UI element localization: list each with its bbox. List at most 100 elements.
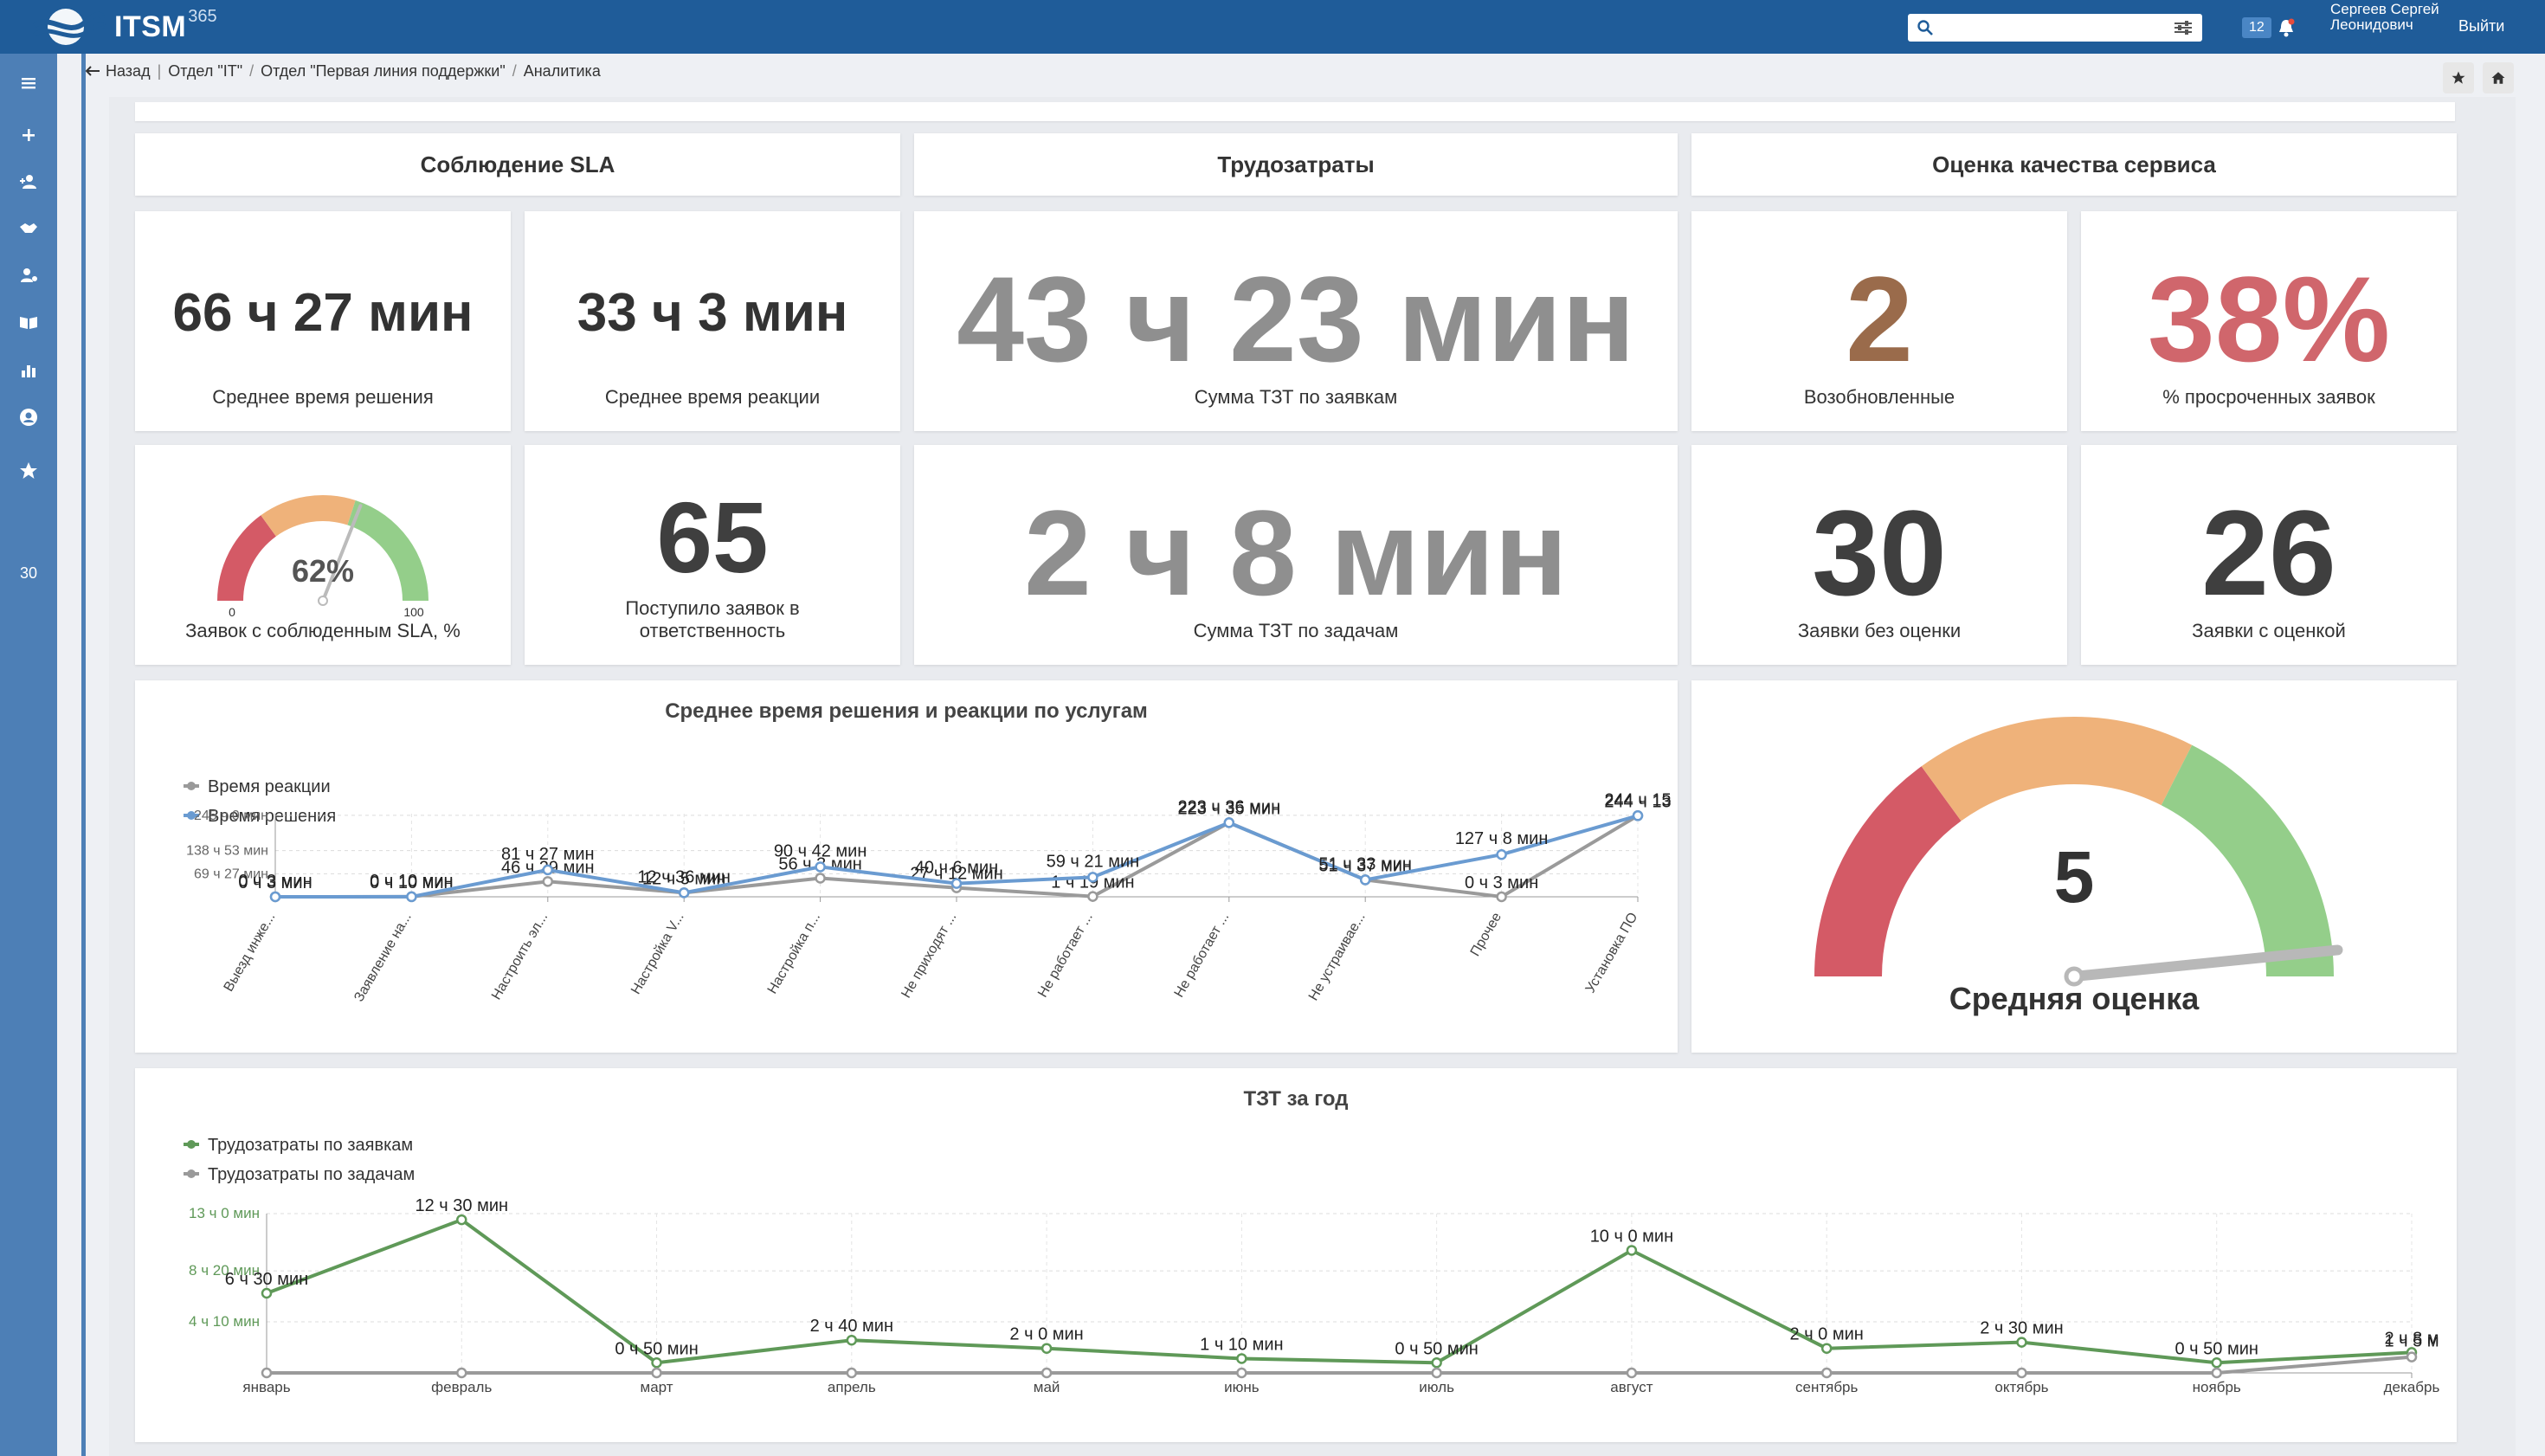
data-point[interactable] — [1626, 1245, 1638, 1256]
breadcrumb-item-it[interactable]: Отдел "IT" — [168, 61, 243, 80]
gauge-needle-pivot — [2064, 966, 2084, 987]
kpi-labor-tickets[interactable]: 43 ч 23 мин Сумма ТЗТ по заявкам — [914, 211, 1678, 431]
series-line — [266, 1217, 2413, 1365]
data-point[interactable] — [1820, 1367, 1833, 1379]
data-label: 0 ч 3 мин — [238, 873, 312, 892]
x-tick-label: июль — [1419, 1379, 1454, 1395]
data-label: 2 ч 30 мин — [1980, 1319, 2063, 1338]
legend-item[interactable]: Трудозатраты по задачам — [184, 1165, 415, 1184]
legend-item[interactable]: Время решения — [184, 807, 336, 826]
kpi-avg-reaction[interactable]: 33 ч 3 мин Среднее время реакции — [525, 211, 900, 431]
book-icon[interactable] — [18, 312, 39, 332]
chart-title: ТЗТ за год — [1243, 1087, 1349, 1111]
data-point[interactable] — [678, 887, 690, 899]
users-icon[interactable] — [18, 171, 39, 192]
data-point[interactable] — [1236, 1367, 1247, 1379]
app-logo[interactable]: ITSM 365 — [31, 7, 217, 47]
data-point[interactable] — [846, 1334, 858, 1346]
gauge-band-orange — [261, 495, 356, 537]
data-point[interactable] — [2211, 1367, 2222, 1379]
x-tick-label: август — [1610, 1379, 1653, 1395]
user-settings-icon[interactable] — [18, 265, 39, 286]
sidebar-count[interactable]: 30 — [19, 564, 38, 582]
data-point[interactable] — [1359, 874, 1371, 886]
data-point[interactable] — [1632, 810, 1644, 821]
gauge-value: 62% — [292, 553, 354, 589]
user-name[interactable]: Сергеев Сергей Леонидович — [2330, 1, 2439, 33]
data-point[interactable] — [2211, 1357, 2222, 1369]
kpi-sla-gauge[interactable]: 62% 0 100 Заявок с соблюденным SLA, % — [135, 445, 511, 665]
kpi-reopened[interactable]: 2 Возобновленные — [1691, 211, 2067, 431]
data-point[interactable] — [542, 876, 554, 887]
kpi-overdue[interactable]: 38% % просроченных заявок — [2081, 211, 2457, 431]
data-point[interactable] — [261, 1367, 273, 1379]
plus-icon[interactable] — [18, 125, 39, 145]
data-point[interactable] — [456, 1214, 467, 1226]
menu-icon[interactable] — [18, 73, 39, 93]
data-point[interactable] — [406, 891, 417, 903]
account-icon[interactable] — [18, 407, 39, 428]
kpi-labor-tasks[interactable]: 2 ч 8 мин Сумма ТЗТ по задачам — [914, 445, 1678, 665]
data-point[interactable] — [269, 891, 281, 903]
back-link[interactable]: Назад — [106, 61, 151, 80]
x-tick-label: ноябрь — [2193, 1379, 2241, 1395]
data-point[interactable] — [2016, 1337, 2027, 1348]
legend-marker — [187, 811, 196, 820]
handshake-icon[interactable] — [18, 218, 39, 239]
bell-icon[interactable] — [2277, 17, 2296, 38]
logo-text: ITSM — [114, 10, 187, 43]
data-point[interactable] — [846, 1367, 858, 1379]
data-point[interactable] — [1236, 1353, 1247, 1364]
data-point[interactable] — [651, 1367, 662, 1379]
data-point[interactable] — [1626, 1367, 1638, 1379]
kpi-label: Возобновленные — [1803, 386, 1955, 408]
data-point[interactable] — [815, 873, 826, 884]
notifications[interactable]: 12 — [2242, 16, 2296, 40]
x-tick-label: октябрь — [1994, 1379, 2048, 1395]
data-label: 59 ч 21 мин — [1047, 852, 1140, 871]
kpi-value: 26 — [2201, 485, 2336, 621]
legend-item[interactable]: Время реакции — [184, 777, 331, 796]
chart-icon[interactable] — [18, 360, 39, 381]
breadcrumb-item-support[interactable]: Отдел "Первая линия поддержки" — [261, 61, 506, 80]
global-search[interactable] — [1908, 14, 2202, 42]
data-point[interactable] — [815, 861, 826, 873]
data-point[interactable] — [2406, 1351, 2418, 1363]
kpi-incoming[interactable]: 65 Поступило заявок в ответственность — [525, 445, 900, 665]
data-label: 0 ч 10 мин — [370, 873, 453, 892]
legend-marker — [187, 782, 196, 790]
data-point[interactable] — [1431, 1357, 1442, 1369]
data-point[interactable] — [1087, 891, 1099, 902]
data-point[interactable] — [2016, 1367, 2027, 1379]
data-point[interactable] — [1041, 1343, 1053, 1354]
data-point[interactable] — [542, 864, 554, 876]
x-tick-label: Не устраивае... — [1306, 911, 1369, 1003]
chart-services-card: Среднее время решения и реакции по услуг… — [135, 680, 1678, 1053]
kpi-label: Среднее время решения — [212, 386, 434, 408]
home-button[interactable] — [2483, 62, 2514, 93]
data-point[interactable] — [1041, 1367, 1053, 1379]
star-icon[interactable] — [18, 461, 39, 481]
kpi-unrated[interactable]: 30 Заявки без оценки — [1691, 445, 2067, 665]
data-point[interactable] — [1496, 848, 1507, 860]
kpi-rated[interactable]: 26 Заявки с оценкой — [2081, 445, 2457, 665]
data-point[interactable] — [261, 1287, 273, 1299]
legend-item[interactable]: Трудозатраты по заявкам — [184, 1136, 413, 1155]
data-point[interactable] — [456, 1367, 467, 1379]
data-point[interactable] — [1820, 1343, 1833, 1354]
search-input[interactable] — [1941, 16, 2154, 40]
logout-link[interactable]: Выйти — [2458, 17, 2505, 35]
data-point[interactable] — [950, 878, 963, 889]
back-arrow-icon[interactable] — [85, 65, 100, 77]
favorite-button[interactable] — [2443, 62, 2474, 93]
data-point[interactable] — [651, 1357, 662, 1369]
sla-gauge-chart: 62% 0 100 — [217, 495, 428, 619]
data-point[interactable] — [1496, 891, 1507, 903]
data-point[interactable] — [1223, 817, 1235, 828]
data-label: 6 ч 30 мин — [225, 1270, 308, 1289]
filter-settings-icon[interactable] — [2173, 19, 2194, 36]
x-tick-label: май — [1034, 1379, 1060, 1395]
data-point[interactable] — [1431, 1367, 1442, 1379]
data-point[interactable] — [1087, 872, 1099, 883]
kpi-avg-resolution[interactable]: 66 ч 27 мин Среднее время решения — [135, 211, 511, 431]
